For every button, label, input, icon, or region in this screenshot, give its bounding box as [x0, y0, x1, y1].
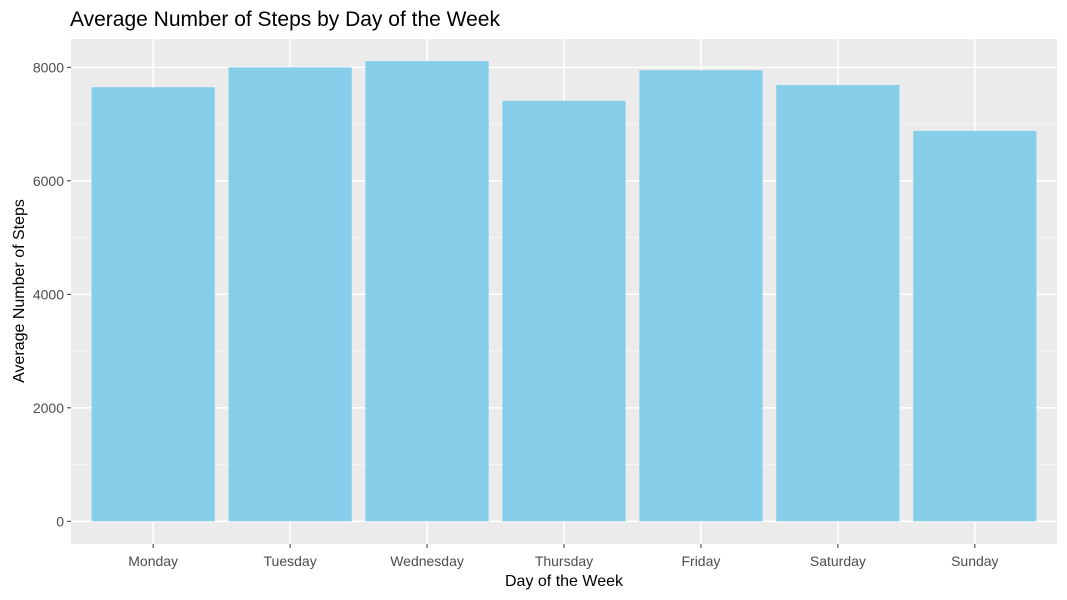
y-tick-label: 2000 — [33, 400, 64, 416]
bar-sunday — [913, 130, 1037, 522]
bar-tuesday — [228, 67, 352, 522]
bars — [91, 61, 1037, 522]
x-axis-title: Day of the Week — [505, 573, 624, 590]
x-tick-label: Saturday — [810, 553, 866, 569]
x-tick-label: Tuesday — [264, 553, 317, 569]
x-tick-label: Wednesday — [390, 553, 464, 569]
bar-thursday — [502, 100, 626, 522]
y-tick-label: 0 — [56, 513, 64, 529]
x-axis-ticks: Monday Tuesday Wednesday Thursday Friday Satu… — [128, 544, 999, 569]
bar-saturday — [776, 84, 900, 522]
chart-title: Average Number of Steps by Day of the We… — [70, 8, 500, 31]
x-tick-label: Sunday — [951, 553, 998, 569]
bar-friday — [639, 70, 763, 522]
x-tick-label: Thursday — [535, 553, 593, 569]
y-tick-label: 4000 — [33, 286, 64, 302]
x-tick-label: Friday — [681, 553, 720, 569]
bar-monday — [91, 87, 215, 522]
y-tick-label: 8000 — [33, 59, 64, 75]
y-axis-ticks: 0 2000 4000 6000 8000 — [33, 59, 71, 529]
y-tick-label: 6000 — [33, 173, 64, 189]
x-tick-label: Monday — [128, 553, 178, 569]
y-axis-title: Average Number of Steps — [11, 199, 28, 383]
bar-wednesday — [365, 61, 489, 522]
